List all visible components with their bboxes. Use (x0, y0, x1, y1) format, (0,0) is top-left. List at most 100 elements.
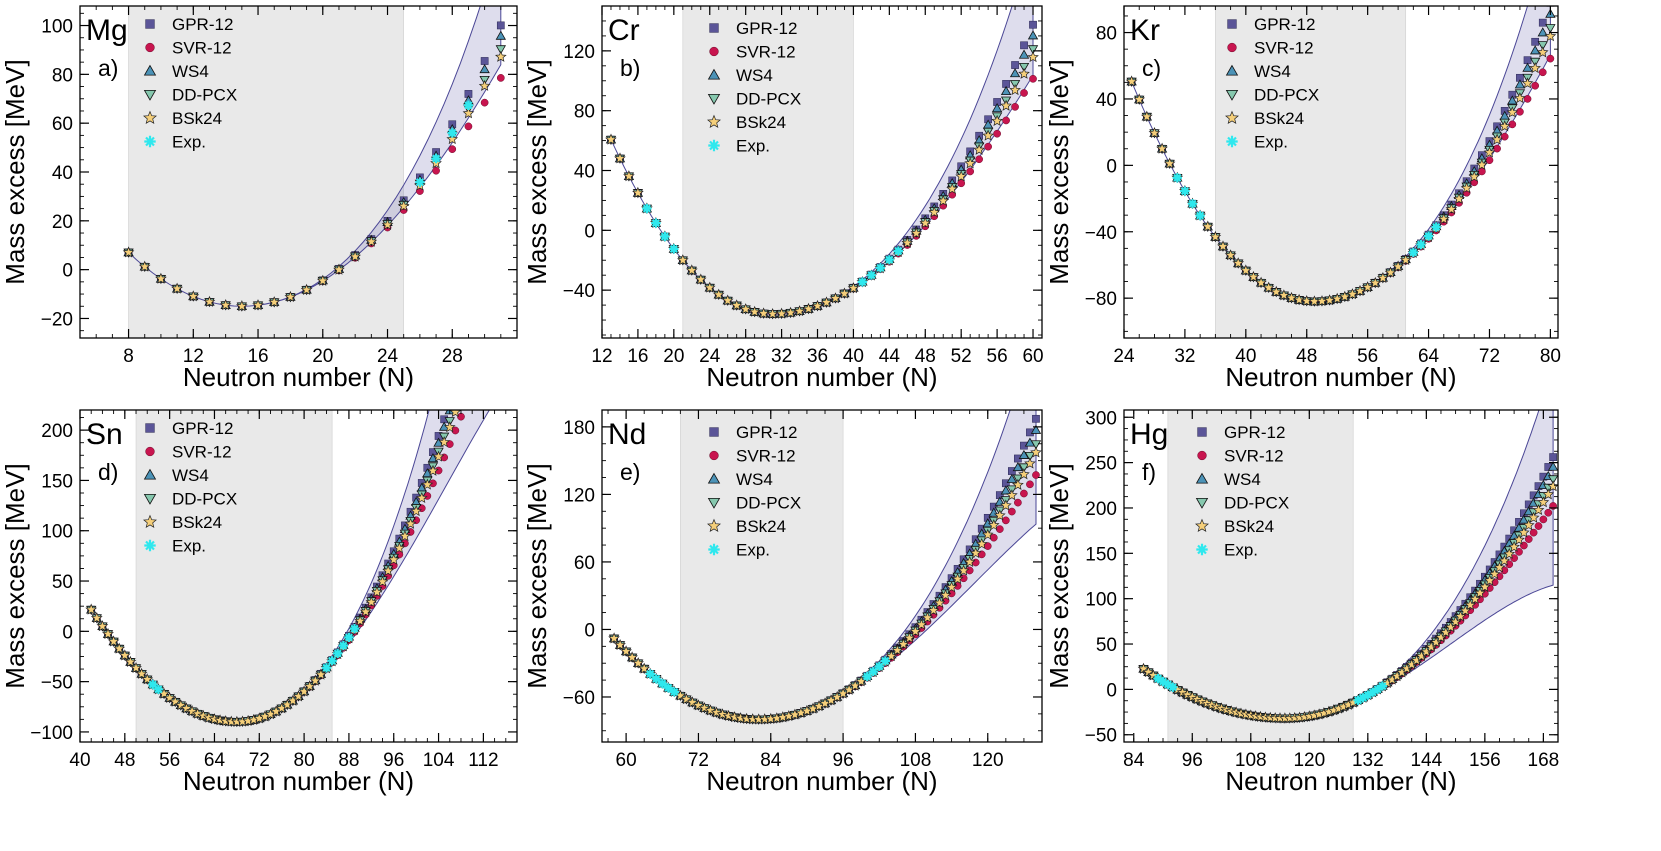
bsk24-point (438, 436, 450, 448)
bsk24-point (897, 638, 910, 650)
plot-frame (79, 409, 518, 743)
bsk24-point (365, 235, 378, 247)
bsk24-point (1346, 288, 1359, 300)
bsk24-point (1338, 290, 1351, 302)
chart-panel-kr: 24 32 40 48 56 64 72 80 −80 −40 0 40 80 Neutron numbe… (1044, 5, 1561, 392)
gpr-point (497, 220, 504, 227)
exp-point (431, 153, 441, 164)
bsk24-point (1544, 30, 1557, 42)
svr-point (480, 356, 487, 363)
bsk24-point (1018, 468, 1030, 480)
bsk24-point (1508, 540, 1520, 552)
gpr-point (1020, 41, 1028, 50)
y-tick-label: 200 (41, 421, 73, 442)
bsk24-point (203, 295, 216, 307)
svr-point (995, 525, 1004, 533)
svr-point (432, 166, 440, 175)
y-tick-label: −20 (41, 309, 73, 330)
svr-point (1538, 68, 1547, 77)
chart-panel-sn: 40 48 56 64 72 80 88 96 104 112−100−5005010015020… (0, 220, 518, 796)
svr-point (1020, 489, 1028, 498)
bsk24-point (1012, 478, 1024, 490)
legend-marker-gpr (1227, 19, 1237, 29)
ddpcx-point (1027, 45, 1039, 55)
exp-point (153, 684, 164, 694)
ddpcx-point (456, 386, 465, 394)
y-tick-label: 0 (1106, 156, 1117, 177)
legend-label-ws4: WS4 (736, 66, 773, 85)
bsk24-point (399, 530, 411, 542)
bsk24-point (1522, 519, 1535, 531)
bsk24-point (171, 282, 183, 294)
legend-marker-gpr (145, 423, 155, 433)
legend-marker-bsk24 (1225, 110, 1239, 124)
legend-label-ddpcx: DD-PCX (1224, 494, 1289, 513)
bsk24-point (1498, 120, 1511, 132)
bsk24-point (1232, 257, 1245, 269)
gpr-point (480, 57, 489, 65)
bsk24-point (1384, 266, 1397, 278)
ws4-point (1009, 68, 1021, 78)
exp-point (642, 203, 652, 214)
x-tick-label: 16 (247, 346, 268, 367)
bsk24-point (730, 299, 743, 311)
y-tick-label: −50 (41, 673, 73, 694)
ddpcx-point (1537, 41, 1548, 51)
x-tick-label: 36 (807, 346, 828, 367)
bsk24-point (638, 662, 651, 674)
bsk24-point (757, 307, 770, 319)
svr-point (463, 399, 470, 406)
bsk24-point (187, 290, 200, 302)
exp-point (857, 277, 868, 287)
bsk24-point (981, 528, 994, 540)
svr-point (966, 167, 975, 176)
legend-marker-ddpcx (143, 89, 157, 101)
exp-point (1353, 695, 1363, 705)
plot-frame (601, 5, 1043, 339)
bsk24-point (219, 298, 232, 311)
bsk24-point (1255, 276, 1267, 288)
axis-ticks (601, 5, 1043, 338)
bsk24-point (901, 236, 914, 248)
legend-marker-ws4 (1225, 64, 1239, 76)
bsk24-point (1300, 294, 1313, 307)
legend: GPR-12 SVR-12 WS4 DD-PCX BSk24 Exp. (143, 15, 237, 152)
bsk24-point (1493, 561, 1506, 573)
ws4-point (479, 64, 490, 74)
y-tick-label: 80 (1096, 24, 1117, 45)
svr-point (1026, 480, 1034, 489)
legend-label-ws4: WS4 (172, 466, 209, 485)
bsk24-point (1262, 281, 1275, 293)
svr-point (1029, 74, 1037, 83)
panel-label: d) (98, 459, 118, 485)
svr-point (984, 142, 992, 151)
ddpcx-point (479, 317, 488, 325)
bsk24-point (397, 199, 410, 212)
bsk24-point (1437, 213, 1450, 225)
element-label: Cr (608, 14, 640, 47)
svr-point (1546, 54, 1555, 63)
y-tick-label: 0 (584, 221, 595, 242)
ddpcx-point (1030, 440, 1042, 450)
ddpcx-point (490, 280, 499, 288)
bsk24-point (1240, 264, 1252, 276)
bsk24-point (1444, 621, 1457, 633)
bsk24-point (712, 288, 725, 300)
chart-panel-hg: 84 96 108 120 132 144 156 168 −50 0 50 100 150 200 250… (1044, 408, 1559, 796)
legend-marker-ws4 (1195, 472, 1209, 484)
x-tick-label: 20 (663, 346, 684, 367)
x-tick-label: 80 (1540, 346, 1561, 367)
y-tick-label: 0 (1106, 680, 1117, 701)
element-label: Sn (86, 418, 123, 451)
svr-point (502, 295, 509, 302)
legend-label-svr: SVR-12 (736, 43, 796, 62)
bsk24-point (946, 182, 959, 194)
legend-marker-ddpcx (1225, 89, 1239, 101)
exp-point (1153, 673, 1163, 684)
legend-marker-bsk24 (143, 514, 157, 528)
bsk24-point (309, 674, 322, 686)
bsk24-point (1141, 110, 1153, 122)
legend-marker-svr (709, 450, 719, 461)
ws4-point (1000, 85, 1012, 96)
bsk24-point (107, 635, 120, 647)
